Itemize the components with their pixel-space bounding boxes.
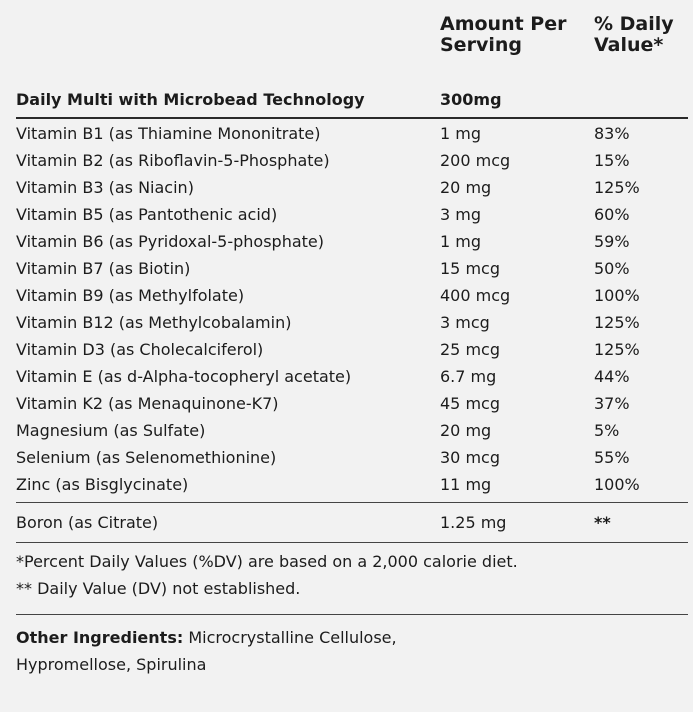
nutrient-name: Vitamin E (as d-Alpha-tocopheryl acetate… [16,367,352,386]
nutrient-name: Vitamin B2 (as Riboflavin-5-Phosphate) [16,151,330,170]
nutrient-amount: 1 mg [440,232,482,251]
amount-header-line2: Serving [440,34,522,56]
nutrient-amount: 3 mcg [440,313,490,332]
nutrient-dv: 125% [594,178,640,197]
nutrient-amount: 1 mg [440,124,482,143]
table-row-boron: Boron (as Citrate) 1.25 mg ** [16,509,688,536]
nutrient-dv: 83% [594,124,630,143]
nutrient-dv: 44% [594,367,630,386]
footnote-percent-dv: *Percent Daily Values (%DV) are based on… [16,552,518,571]
nutrient-name: Vitamin D3 (as Cholecalciferol) [16,340,264,359]
table-row: Vitamin B9 (as Methylfolate) 400 mcg 100% [16,282,688,309]
nutrient-name: Zinc (as Bisglycinate) [16,475,189,494]
blend-name: Daily Multi with Microbead Technology [16,90,365,109]
nutrient-name: Magnesium (as Sulfate) [16,421,206,440]
nutrient-name: Vitamin B9 (as Methylfolate) [16,286,245,305]
nutrient-amount: 20 mg [440,178,492,197]
nutrient-amount: 25 mcg [440,340,500,359]
nutrient-name: Vitamin B3 (as Niacin) [16,178,194,197]
nutrient-amount: 3 mg [440,205,482,224]
nutrient-dv: 55% [594,448,630,467]
nutrient-name: Vitamin B6 (as Pyridoxal-5-phosphate) [16,232,325,251]
nutrient-dv: 50% [594,259,630,278]
footnote-dv-not-established: ** Daily Value (DV) not established. [16,579,301,598]
divider-before-other-ingredients [16,614,688,615]
table-row: Vitamin K2 (as Menaquinone-K7) 45 mcg 37% [16,390,688,417]
nutrient-amount: 6.7 mg [440,367,497,386]
nutrient-amount: 45 mcg [440,394,500,413]
other-ingredients-label: Other Ingredients: [16,628,184,647]
nutrient-name: Vitamin B12 (as Methylcobalamin) [16,313,292,332]
other-ingredients: Other Ingredients: Microcrystalline Cell… [16,624,476,678]
nutrient-name: Vitamin B1 (as Thiamine Mononitrate) [16,124,321,143]
section-divider [16,117,688,119]
nutrient-dv: 37% [594,394,630,413]
amount-per-serving-header: Amount Per Serving [440,14,580,56]
dv-header-line1: % Daily [594,13,674,35]
table-row: Vitamin B12 (as Methylcobalamin) 3 mcg 125… [16,309,688,336]
amount-header-line1: Amount Per [440,13,567,35]
table-row: Zinc (as Bisglycinate) 11 mg 100% [16,471,688,498]
table-row: Vitamin B3 (as Niacin) 20 mg 125% [16,174,688,201]
table-row: Vitamin E (as d-Alpha-tocopheryl acetate… [16,363,688,390]
blend-amount: 300mg [440,90,502,109]
nutrient-dv: 125% [594,313,640,332]
nutrient-dv: 60% [594,205,630,224]
table-row: Vitamin D3 (as Cholecalciferol) 25 mcg 125… [16,336,688,363]
nutrient-dv: 15% [594,151,630,170]
divider-before-boron [16,502,688,503]
nutrient-amount: 400 mcg [440,286,511,305]
nutrient-dv: 100% [594,286,640,305]
nutrient-name: Vitamin B7 (as Biotin) [16,259,191,278]
nutrient-name: Boron (as Citrate) [16,513,159,532]
daily-value-header: % Daily Value* [594,14,684,56]
nutrient-amount: 20 mg [440,421,492,440]
nutrient-dv: ** [594,513,611,532]
nutrient-dv: 125% [594,340,640,359]
nutrient-amount: 200 mcg [440,151,511,170]
column-header: Amount Per Serving % Daily Value* [16,14,688,74]
nutrient-amount: 15 mcg [440,259,500,278]
table-row: Vitamin B7 (as Biotin) 15 mcg 50% [16,255,688,282]
nutrient-amount: 11 mg [440,475,492,494]
table-row: Magnesium (as Sulfate) 20 mg 5% [16,417,688,444]
blend-title-row: Daily Multi with Microbead Technology 30… [16,90,688,114]
table-row: Vitamin B2 (as Riboflavin-5-Phosphate) 20… [16,147,688,174]
other-ingredients-text: Microcrystalline Cellulose, Hypromellose… [16,628,397,674]
table-row: Vitamin B1 (as Thiamine Mononitrate) 1 mg… [16,120,688,147]
supplement-facts-panel: Amount Per Serving % Daily Value* Daily … [16,0,688,712]
divider-before-footnotes [16,542,688,543]
nutrient-name: Vitamin K2 (as Menaquinone-K7) [16,394,279,413]
table-row: Vitamin B6 (as Pyridoxal-5-phosphate) 1 m… [16,228,688,255]
nutrient-name: Selenium (as Selenomethionine) [16,448,277,467]
dv-header-line2: Value* [594,34,664,56]
nutrient-dv: 59% [594,232,630,251]
nutrient-amount: 1.25 mg [440,513,507,532]
nutrient-dv: 5% [594,421,620,440]
table-row: Vitamin B5 (as Pantothenic acid) 3 mg 60% [16,201,688,228]
nutrient-name: Vitamin B5 (as Pantothenic acid) [16,205,278,224]
table-row: Selenium (as Selenomethionine) 30 mcg 55% [16,444,688,471]
nutrient-amount: 30 mcg [440,448,500,467]
nutrient-dv: 100% [594,475,640,494]
nutrient-list: Vitamin B1 (as Thiamine Mononitrate) 1 mg… [16,120,688,498]
